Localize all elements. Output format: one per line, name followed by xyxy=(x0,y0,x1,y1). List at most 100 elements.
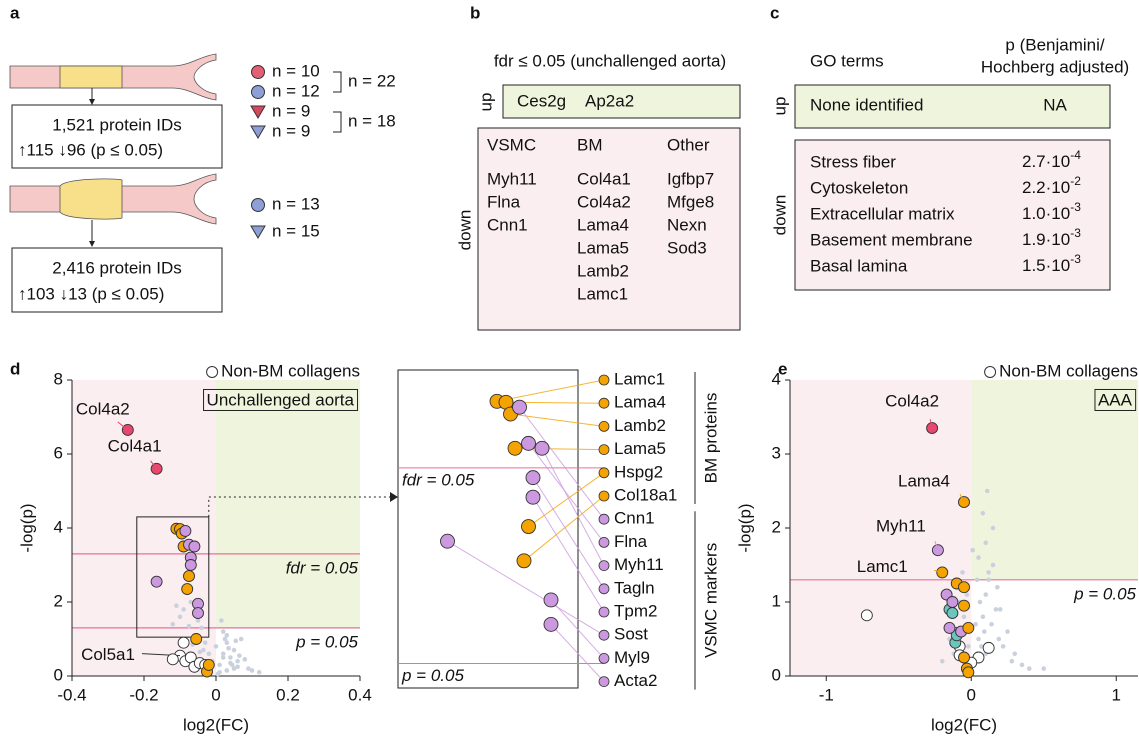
p-base: 1.5·10 xyxy=(1022,256,1070,275)
legend-marker xyxy=(206,366,219,378)
zoom-leader xyxy=(519,406,605,520)
protein-point xyxy=(946,596,959,608)
protein-point xyxy=(224,633,230,638)
panel-label: a xyxy=(10,3,20,22)
zoom-leader xyxy=(532,477,605,590)
legend-text: n = 9 xyxy=(272,121,310,140)
zoom-arrow xyxy=(390,492,398,502)
protein-point xyxy=(977,599,983,605)
protein-point xyxy=(990,525,996,531)
protein-point xyxy=(181,607,186,612)
zoom-leader xyxy=(528,472,605,527)
up-box xyxy=(794,84,1111,129)
x-tick-label: -0.2 xyxy=(129,685,158,704)
protein-point xyxy=(983,540,989,546)
group-label: BM proteins xyxy=(701,393,720,484)
protein-point xyxy=(970,547,975,553)
protein-point xyxy=(543,616,559,632)
point-label: Col4a2 xyxy=(76,399,130,418)
row-label: up xyxy=(770,97,789,116)
label-marker xyxy=(598,513,610,525)
zoom-leader xyxy=(532,496,605,613)
protein-point xyxy=(188,540,201,553)
protein-point xyxy=(995,584,1000,590)
p-base: 2.7·10 xyxy=(1022,152,1070,171)
zoom-connector xyxy=(208,496,396,517)
gene: Igfbp7 xyxy=(667,169,714,188)
point-label: Cnn1 xyxy=(614,509,655,528)
legend-text: Non-BM collagens xyxy=(221,361,360,380)
title-box xyxy=(203,388,359,411)
protein-point xyxy=(220,629,226,634)
legend-marker xyxy=(251,65,265,79)
protein-point xyxy=(1012,651,1018,657)
y-tick-label: 2 xyxy=(54,591,63,610)
go-term: None identified xyxy=(810,95,923,114)
gene: Lamc1 xyxy=(577,284,628,303)
point-label: Myl9 xyxy=(614,648,650,667)
protein-point xyxy=(188,599,194,605)
p-exp: -3 xyxy=(1070,226,1081,240)
protein-point xyxy=(231,647,237,653)
protein-point xyxy=(183,570,195,583)
zoom-leader xyxy=(496,379,605,402)
legend-marker xyxy=(250,105,266,119)
go-term: Basement membrane xyxy=(810,230,973,249)
legend-marker xyxy=(251,85,265,99)
protein-point xyxy=(179,525,192,537)
protein-point xyxy=(525,489,541,505)
y-tick-label: 1 xyxy=(772,591,781,610)
legend-text: n = 10 xyxy=(272,61,320,80)
gene: Flna xyxy=(487,192,521,211)
id-box xyxy=(11,247,223,313)
y-axis-label: -log(p) xyxy=(735,503,754,552)
label-marker xyxy=(598,676,610,687)
x-axis-label: log2(FC) xyxy=(183,715,249,734)
threshold-label: p = 0.05 xyxy=(401,666,464,685)
x-tick-label: 0 xyxy=(967,685,976,704)
volcano-plot: e p = 0.05 0 1 2 3 4 -1 0 1 -log(p) log2(FC) AAA Non-… xyxy=(735,359,1138,734)
point-label: Myh11 xyxy=(876,517,926,536)
point-label: Myh11 xyxy=(614,555,664,574)
panel-label: c xyxy=(770,3,779,22)
vessel-aneurysm xyxy=(9,173,217,247)
column-header: p (Benjamini/ xyxy=(1005,35,1104,54)
protein-point xyxy=(231,666,237,671)
protein-point xyxy=(996,636,1002,642)
protein-point xyxy=(246,666,251,671)
zoom-leader xyxy=(541,448,605,566)
down-region xyxy=(72,380,216,676)
vessel-healthy xyxy=(9,53,217,105)
protein-point xyxy=(249,668,255,673)
protein-point xyxy=(860,609,873,622)
protein-point xyxy=(982,629,987,634)
protein-point xyxy=(980,510,986,516)
gene: Ap2a2 xyxy=(585,91,634,110)
protein-point xyxy=(170,621,176,627)
label-marker xyxy=(598,420,610,432)
protein-point xyxy=(217,662,222,668)
protein-point xyxy=(961,614,967,620)
protein-point xyxy=(235,664,240,670)
p-base: 1.0·10 xyxy=(1022,204,1070,223)
p-value: 1.9·10-3 xyxy=(1022,226,1081,249)
protein-point xyxy=(1019,662,1025,668)
go-term: Basal lamina xyxy=(810,256,908,275)
panel-label: e xyxy=(778,359,787,378)
up-box xyxy=(502,84,741,119)
label-marker xyxy=(598,490,610,502)
legend-text: Non-BM collagens xyxy=(999,361,1138,380)
threshold-label: p = 0.05 xyxy=(1073,584,1136,603)
p-value: NA xyxy=(1043,95,1067,114)
protein-point xyxy=(233,638,239,644)
protein-point xyxy=(256,670,262,675)
id-box xyxy=(11,104,223,169)
protein-point xyxy=(1009,658,1015,664)
group-label: VSMC markers xyxy=(701,543,720,658)
row-label: up xyxy=(476,93,495,112)
point-label: Col5a1 xyxy=(81,645,135,664)
y-tick-label: 6 xyxy=(54,443,63,462)
protein-point xyxy=(215,671,221,677)
point-label: Flna xyxy=(614,532,648,551)
